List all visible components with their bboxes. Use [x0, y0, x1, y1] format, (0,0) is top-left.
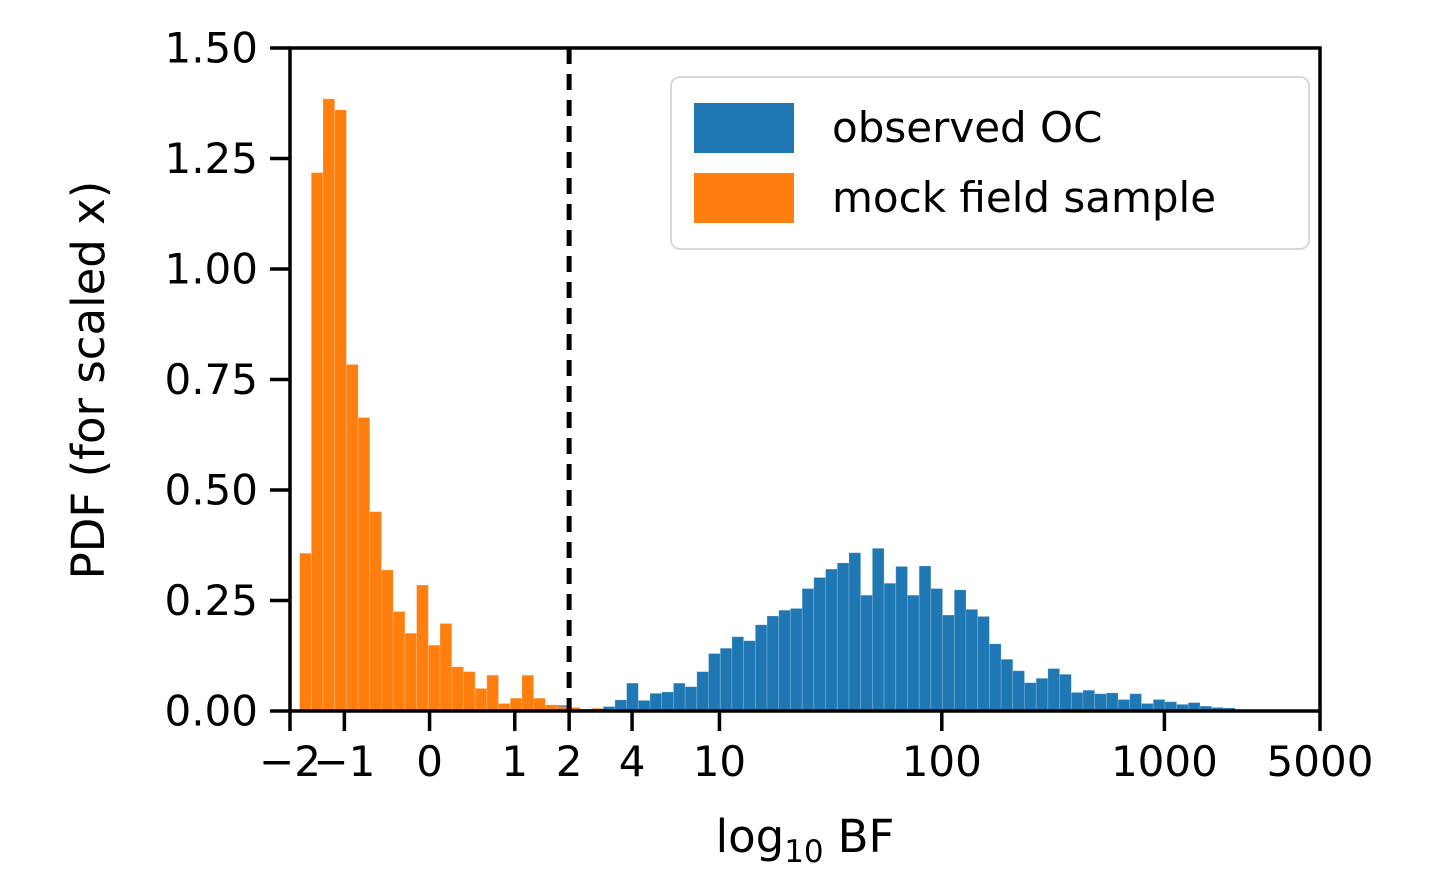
legend-swatch-blue	[694, 103, 794, 153]
histogram-bar	[1035, 677, 1049, 712]
histogram-bar	[334, 109, 347, 712]
histogram-bar	[1012, 670, 1025, 712]
x-tick-label: 1000	[1111, 737, 1218, 786]
histogram-bar	[883, 582, 897, 712]
y-tick-label: 0.75	[164, 355, 258, 404]
histogram-bar	[521, 674, 535, 712]
histogram-bar	[708, 653, 721, 712]
histogram-bar	[369, 511, 382, 712]
histogram-bar	[965, 608, 979, 712]
legend-item-observed-oc: observed OC	[694, 103, 1308, 153]
x-tick-label: 10	[693, 737, 746, 786]
histogram-bar	[1059, 673, 1072, 712]
histogram-bar	[416, 584, 429, 712]
histogram-bar	[322, 98, 336, 712]
x-tick-label: −1	[313, 737, 375, 786]
histogram-bar	[895, 566, 908, 712]
histogram-bar	[1082, 689, 1096, 712]
histogram-bar	[439, 623, 453, 712]
x-axis-label-bf: BF	[838, 810, 895, 863]
histogram-bar	[977, 616, 990, 712]
histogram-bar	[673, 682, 686, 712]
x-tick-label: 1	[501, 737, 528, 786]
histogram-bar	[907, 594, 920, 712]
histogram-bar	[778, 609, 791, 712]
histogram-bars	[299, 98, 1259, 712]
histogram-bar	[474, 688, 488, 712]
x-axis-label-log: log	[716, 810, 785, 863]
histogram-bar	[357, 417, 371, 712]
histogram-bar	[486, 674, 499, 712]
histogram-bar	[392, 611, 406, 712]
histogram-bar	[731, 636, 745, 712]
x-tick-label: −2	[259, 737, 321, 786]
histogram-bar	[404, 632, 418, 712]
axes-ticks: −2−1 0 1 2 4 10 100 1000 5000 0.00 0.25 0.50 0.75 1.0…	[164, 24, 1373, 786]
histogram-bar	[836, 562, 850, 712]
legend-label: mock field sample	[832, 173, 1217, 222]
histogram-bar	[1094, 693, 1107, 712]
x-axis-label: log10 BF	[716, 810, 895, 870]
histogram-bar	[1070, 692, 1084, 712]
legend-label: observed OC	[832, 103, 1103, 152]
histogram-bar	[918, 565, 932, 712]
y-tick-label: 1.50	[164, 24, 258, 73]
histogram-bar	[766, 615, 780, 712]
histogram-bar	[743, 640, 756, 712]
histogram-bar	[754, 624, 768, 712]
histogram-bar	[533, 697, 546, 712]
x-tick-label: 4	[619, 737, 646, 786]
y-tick-label: 1.25	[164, 134, 258, 183]
histogram-bar	[661, 691, 674, 712]
legend-item-mock-field-sample: mock field sample	[694, 173, 1308, 223]
histogram-bar	[696, 671, 709, 712]
x-tick-label: 5000	[1267, 737, 1374, 786]
histogram-bar	[299, 552, 312, 712]
y-tick-label: 0.50	[164, 466, 258, 515]
y-tick-label: 1.00	[164, 245, 258, 294]
y-tick-label: 0.00	[164, 687, 258, 736]
histogram-bar	[825, 568, 838, 712]
histogram-bar	[1129, 693, 1142, 712]
histogram-bar	[626, 682, 639, 712]
histogram-bar	[1047, 668, 1061, 712]
histogram-bar	[953, 589, 967, 712]
histogram-bar	[801, 588, 815, 712]
histogram-bar	[988, 643, 1002, 712]
histogram-bar	[790, 608, 803, 712]
x-axis-label-subscript: 10	[784, 834, 823, 870]
histogram-bar	[684, 686, 698, 712]
histogram-bar	[649, 692, 663, 712]
histogram-bar	[1024, 682, 1037, 712]
legend-swatch-orange	[694, 173, 794, 223]
legend: observed OC mock field sample	[670, 76, 1310, 250]
x-tick-label: 0	[416, 737, 443, 786]
histogram-bar	[719, 647, 733, 712]
histogram-bar	[942, 614, 955, 712]
histogram-bar	[848, 552, 862, 712]
histogram-bar	[860, 594, 873, 712]
x-tick-label: 100	[902, 737, 982, 786]
histogram-bar	[427, 644, 441, 712]
histogram-bar	[1106, 692, 1119, 712]
histogram-bar	[463, 671, 476, 712]
y-tick-label: 0.25	[164, 576, 258, 625]
histogram-bar	[451, 666, 464, 712]
histogram-bar	[1000, 658, 1014, 712]
histogram-bar	[310, 172, 324, 712]
histogram-bar	[346, 364, 359, 712]
histogram-bar	[509, 697, 523, 712]
histogram-bar	[871, 547, 885, 712]
histogram-bar	[381, 569, 394, 712]
histogram-bar	[930, 588, 943, 712]
y-axis-label: PDF (for scaled x)	[62, 181, 115, 580]
x-tick-label: 2	[556, 737, 583, 786]
histogram-bar	[813, 577, 826, 712]
